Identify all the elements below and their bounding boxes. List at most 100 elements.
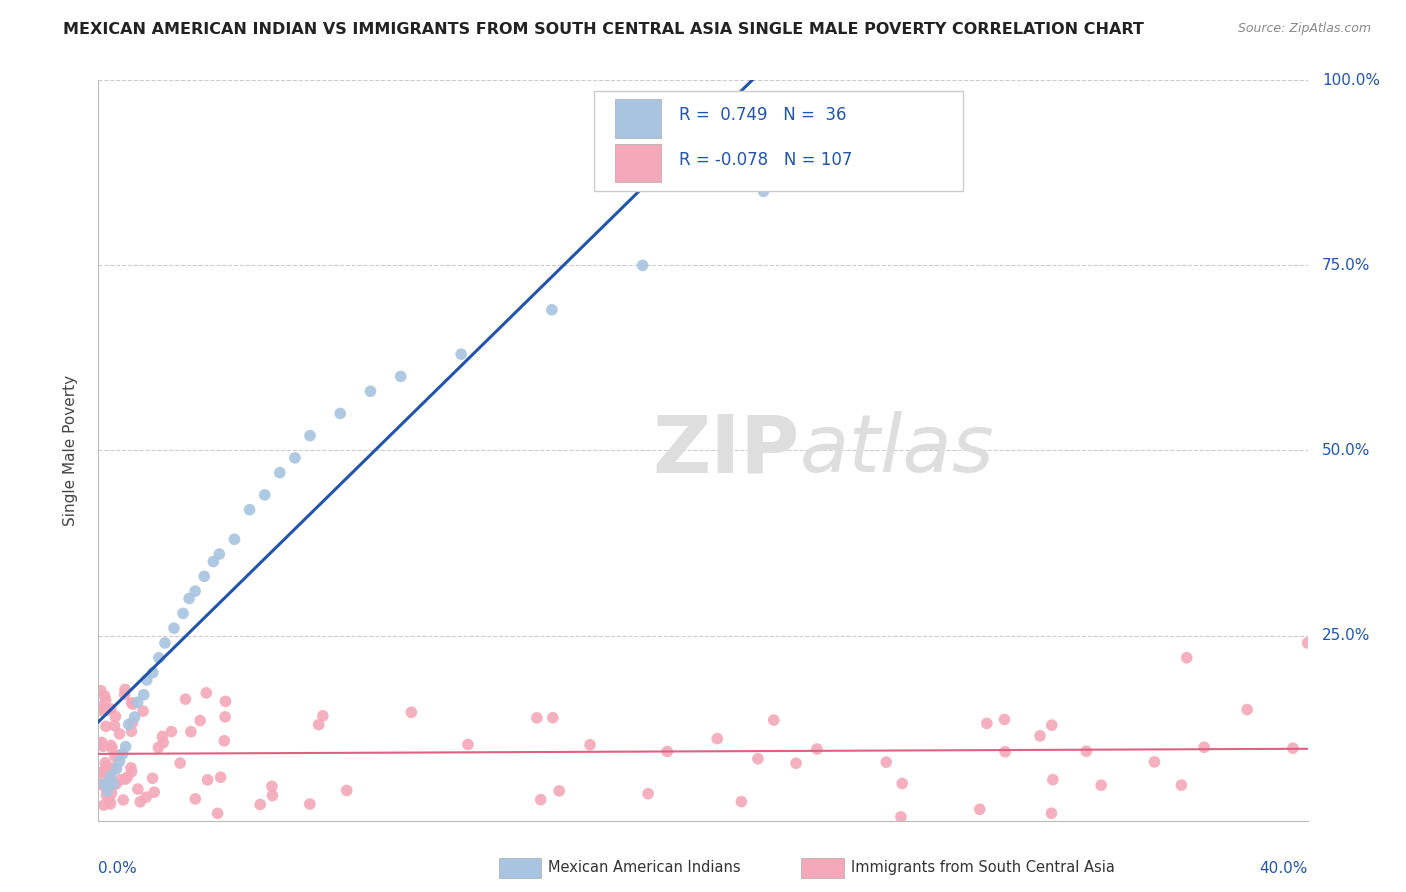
Point [115,771,138,785]
Point [124,710,146,724]
Point [153,636,176,650]
Point [184,584,207,599]
Text: 100.0%: 100.0% [1322,73,1381,87]
Point [541,711,564,725]
Point [312,708,335,723]
Point [890,810,912,824]
Point [1296,636,1319,650]
Point [103,776,125,791]
Point [298,797,321,811]
Point [120,761,142,775]
Point [142,665,165,680]
Point [202,555,225,569]
Point [108,748,131,763]
Point [260,779,283,793]
Point [90,703,112,717]
Point [94,756,117,770]
Point [299,428,322,442]
Point [148,740,170,755]
Point [148,650,170,665]
Point [336,783,359,797]
Text: MEXICAN AMERICAN INDIAN VS IMMIGRANTS FROM SOUTH CENTRAL ASIA SINGLE MALE POVERT: MEXICAN AMERICAN INDIAN VS IMMIGRANTS FR… [63,22,1144,37]
Point [94,761,117,775]
Text: atlas: atlas [800,411,994,490]
Point [401,706,423,720]
Point [1143,755,1166,769]
Point [180,724,202,739]
Point [100,764,122,778]
Point [193,569,215,583]
FancyBboxPatch shape [614,144,661,182]
Point [249,797,271,812]
Point [284,450,307,465]
Point [389,369,412,384]
Point [993,713,1015,727]
Point [91,739,114,754]
Point [94,719,117,733]
Point [163,621,186,635]
Text: Source: ZipAtlas.com: Source: ZipAtlas.com [1237,22,1371,36]
Point [450,347,472,361]
Point [91,765,114,780]
Point [94,692,117,706]
Point [969,802,991,816]
Point [100,739,122,753]
Point [262,789,284,803]
Point [121,724,143,739]
Point [96,784,118,798]
Point [526,711,548,725]
Point [209,770,232,784]
Point [121,715,143,730]
Point [1029,729,1052,743]
Point [174,692,197,706]
Point [114,682,136,697]
Point [329,407,352,421]
Point [657,744,679,758]
Point [152,730,174,744]
Point [104,749,127,764]
Point [214,733,236,747]
Point [762,713,785,727]
Point [1090,778,1112,792]
Point [93,689,115,703]
Text: Mexican American Indians: Mexican American Indians [548,861,741,875]
Text: R = -0.078   N = 107: R = -0.078 N = 107 [679,151,852,169]
Point [89,699,111,714]
FancyBboxPatch shape [614,99,661,137]
Point [548,784,571,798]
Point [104,709,127,723]
Point [108,755,131,769]
Point [706,731,728,746]
FancyBboxPatch shape [595,91,963,191]
Point [143,785,166,799]
Y-axis label: Single Male Poverty: Single Male Poverty [63,375,77,526]
Point [457,738,479,752]
Point [101,741,124,756]
Point [96,759,118,773]
Point [112,793,135,807]
Point [93,780,115,794]
Text: 75.0%: 75.0% [1322,258,1371,273]
Point [118,717,141,731]
Point [90,735,112,749]
Point [89,738,111,752]
Point [110,772,132,787]
Point [98,771,121,785]
Point [184,792,207,806]
Point [121,764,143,779]
Point [976,716,998,731]
Point [752,184,775,198]
Point [141,771,163,785]
Point [730,795,752,809]
Point [114,772,136,786]
Point [269,466,291,480]
Point [127,695,149,709]
Point [169,756,191,770]
Text: Immigrants from South Central Asia: Immigrants from South Central Asia [851,861,1115,875]
Text: R =  0.749   N =  36: R = 0.749 N = 36 [679,106,846,125]
Point [121,696,143,710]
Point [785,756,807,771]
Point [179,591,201,606]
Point [93,776,115,791]
Point [105,762,128,776]
